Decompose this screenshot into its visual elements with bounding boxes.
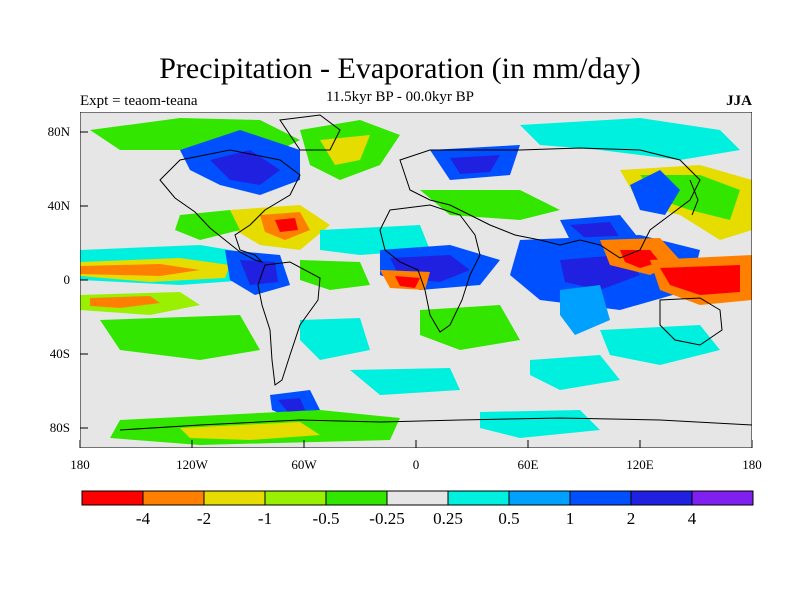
colorbar-swatch <box>630 490 693 506</box>
colorbar-swatch <box>569 490 632 506</box>
map-subtitle: 11.5kyr BP - 00.0kyr BP <box>325 89 475 105</box>
colorbar-swatch <box>325 490 388 506</box>
lat-tick-label: 80S <box>49 420 70 435</box>
colorbar-label: -1 <box>257 509 273 528</box>
map-field <box>80 112 752 448</box>
lat-tick-label: 40N <box>47 198 70 213</box>
colorbar-swatch <box>264 490 327 506</box>
colorbar-swatch <box>81 490 144 506</box>
experiment-label: Expt = teaom-teana <box>80 93 198 109</box>
colorbar <box>81 490 754 506</box>
colorbar-swatch <box>142 490 205 506</box>
colorbar-label: 1 <box>565 509 575 528</box>
colorbar-label: 4 <box>687 509 697 528</box>
colorbar-swatch <box>508 490 571 506</box>
lon-tick-label: 60W <box>291 457 317 472</box>
colorbar-swatch <box>203 490 266 506</box>
lon-tick-label: 180 <box>70 457 90 472</box>
colorbar-label: -0.5 <box>312 509 340 528</box>
lat-tick-label: 0 <box>63 272 71 287</box>
lat-tick-label: 80N <box>47 124 70 139</box>
map-title: Precipitation - Evaporation (in mm/day) <box>159 52 641 85</box>
colorbar-swatch <box>691 490 754 506</box>
colorbar-swatch <box>386 490 449 506</box>
lon-tick-label: 120E <box>626 457 654 472</box>
lat-tick-label: 40S <box>49 346 70 361</box>
colorbar-label: -2 <box>196 509 212 528</box>
colorbar-label: 0.25 <box>433 509 463 528</box>
lon-tick-label: 60E <box>517 457 539 472</box>
colorbar-swatch <box>447 490 510 506</box>
axis-ticks <box>79 131 753 448</box>
coastlines <box>119 114 752 431</box>
lon-tick-label: 0 <box>412 457 420 472</box>
season-label: JJA <box>726 93 752 109</box>
colorbar-label: -0.25 <box>369 509 405 528</box>
colorbar-label: 2 <box>626 509 636 528</box>
colorbar-label: 0.5 <box>498 509 520 528</box>
lon-tick-label: 180 <box>742 457 762 472</box>
lon-tick-label: 120W <box>176 457 208 472</box>
colorbar-label: -4 <box>135 509 151 528</box>
